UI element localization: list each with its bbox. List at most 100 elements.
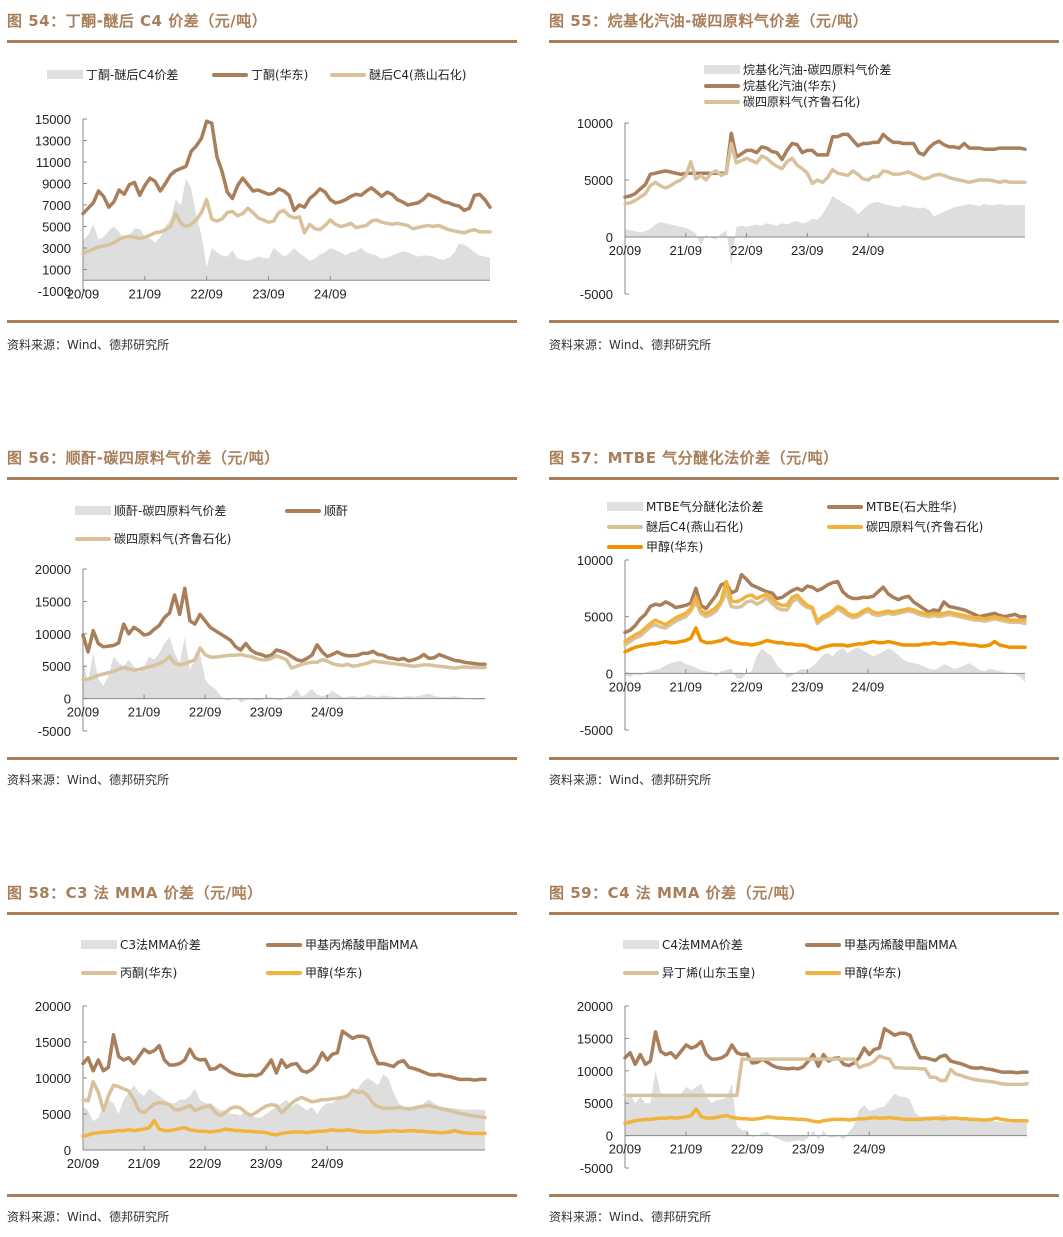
- legend-label: 顺酐-碳四原料气价差: [114, 504, 227, 518]
- figure-title: 图 59：C4 法 MMA 价差（元/吨）: [549, 884, 805, 902]
- legend-label: C3法MMA价差: [120, 938, 201, 952]
- x-tick-label: 20/09: [67, 705, 100, 720]
- series-area-0: [625, 196, 1025, 266]
- source-rule: [7, 757, 517, 760]
- y-tick-label: -5000: [580, 287, 613, 302]
- source-rule: [549, 757, 1059, 760]
- x-tick-label: 21/09: [129, 286, 162, 301]
- series-line-3: [623, 1107, 1029, 1126]
- x-tick-label: 22/09: [731, 1142, 764, 1157]
- y-tick-label: 20000: [35, 562, 71, 577]
- legend-label: 碳四原料气(齐鲁石化): [743, 95, 861, 109]
- legend-swatch: [607, 544, 643, 549]
- legend-item: 丙酮(华东): [81, 964, 177, 981]
- figure-title: 图 58：C3 法 MMA 价差（元/吨）: [7, 884, 263, 902]
- legend-label: C4法MMA价差: [662, 938, 743, 952]
- source-note: 资料来源：Wind、德邦研究所: [7, 1210, 170, 1224]
- y-tick-label: 15000: [577, 1031, 613, 1046]
- source-note: 资料来源：Wind、德邦研究所: [7, 773, 170, 787]
- legend-item: 醚后C4(燕山石化): [607, 518, 743, 535]
- y-tick-label: 13000: [35, 134, 71, 149]
- legend-label: 甲醇(华东): [844, 966, 902, 980]
- y-tick-label: -5000: [38, 724, 71, 739]
- x-tick-label: 24/09: [314, 286, 347, 301]
- x-tick-label: 22/09: [189, 1156, 222, 1171]
- chart-plot: 20000 15000 10000 5000 0 -5000 20/09 21/09 22/09…: [577, 999, 1029, 1176]
- y-tick-label: 5000: [584, 173, 613, 188]
- legend-label: 烷基化汽油(华东): [743, 79, 837, 93]
- x-tick-label: 22/09: [730, 243, 763, 258]
- legend-label: 烷基化汽油-碳四原料气价差: [743, 63, 892, 77]
- series-line-2: [81, 1079, 487, 1120]
- series-line-1: [623, 131, 1027, 199]
- figure-title: 图 56：顺酐-碳四原料气价差（元/吨）: [7, 449, 280, 467]
- series-line-1: [623, 1026, 1029, 1075]
- series-area-0: [83, 178, 490, 281]
- x-tick-label: 23/09: [250, 705, 283, 720]
- x-tick-label: 21/09: [669, 679, 702, 694]
- legend-label: MTBE(石大胜华): [866, 500, 957, 514]
- legend-label: 顺酐: [324, 504, 349, 518]
- legend-item: 甲醇(华东): [266, 964, 362, 981]
- y-tick-label: 5000: [42, 659, 71, 674]
- chart-plot: 15000 13000 11000 9000 7000 5000 3000 1000 -1000…: [35, 112, 492, 301]
- legend-item: C4法MMA价差: [623, 936, 743, 953]
- legend-item: 顺酐: [285, 502, 348, 519]
- x-tick-label: 22/09: [190, 286, 223, 301]
- y-tick-label: 10000: [35, 1071, 71, 1086]
- y-tick-label: 10000: [577, 116, 613, 131]
- legend-swatch: [827, 504, 863, 509]
- x-tick-label: 20/09: [67, 286, 100, 301]
- legend-item: 甲基丙烯酸甲酯MMA: [266, 936, 418, 953]
- legend-label: 丁酮-醚后C4价差: [86, 68, 179, 82]
- legend-label: 丙酮(华东): [120, 966, 178, 980]
- legend-item: 烷基化汽油-碳四原料气价差: [704, 61, 891, 78]
- legend-swatch: [704, 99, 740, 104]
- x-tick-label: 23/09: [792, 1142, 825, 1157]
- y-tick-label: -1000: [38, 284, 71, 299]
- legend-swatch: [81, 940, 117, 949]
- x-tick-label: 23/09: [791, 243, 824, 258]
- source-rule: [549, 320, 1059, 323]
- y-tick-label: -5000: [580, 723, 613, 738]
- y-tick-label: 0: [64, 1143, 71, 1158]
- legend-item: 碳四原料气(齐鲁石化): [704, 93, 860, 110]
- y-tick-label: 0: [64, 692, 71, 707]
- x-tick-label: 24/09: [852, 679, 885, 694]
- y-tick-label: 15000: [35, 1035, 71, 1050]
- x-tick-label: 21/09: [128, 705, 161, 720]
- legend-item: 碳四原料气(齐鲁石化): [75, 530, 231, 547]
- source-note: 资料来源：Wind、德邦研究所: [549, 773, 712, 787]
- legend-label: 丁酮(华东): [251, 68, 309, 82]
- source-rule: [7, 320, 517, 323]
- legend-swatch: [607, 524, 643, 529]
- x-tick-label: 20/09: [609, 1142, 642, 1157]
- source-note: 资料来源：Wind、德邦研究所: [549, 1210, 712, 1224]
- legend-item: 甲醇(华东): [805, 964, 901, 981]
- x-tick-label: 21/09: [670, 1142, 703, 1157]
- x-tick-label: 21/09: [669, 243, 702, 258]
- legend-label: 碳四原料气(齐鲁石化): [866, 520, 984, 534]
- series-area-0: [83, 637, 485, 703]
- legend-label: 甲醇(华东): [305, 966, 363, 980]
- series-line-1: [623, 572, 1027, 635]
- x-tick-label: 23/09: [252, 286, 285, 301]
- y-tick-label: 3000: [42, 241, 71, 256]
- source-note: 资料来源：Wind、德邦研究所: [549, 338, 712, 352]
- series-area-0: [625, 1070, 1027, 1143]
- legend-label: 甲醇(华东): [646, 540, 704, 554]
- legend-swatch: [704, 83, 740, 88]
- y-tick-label: 20000: [35, 999, 71, 1014]
- title-rule: [549, 40, 1059, 43]
- source-note: 资料来源：Wind、德邦研究所: [7, 338, 170, 352]
- legend-swatch: [266, 942, 302, 947]
- figure-title: 图 55：烷基化汽油-碳四原料气价差（元/吨）: [549, 12, 869, 30]
- y-tick-label: -5000: [580, 1161, 613, 1176]
- legend-item: 丁酮(华东): [212, 66, 308, 83]
- x-tick-label: 24/09: [311, 705, 344, 720]
- source-rule: [7, 1194, 517, 1197]
- legend-item: 碳四原料气(齐鲁石化): [827, 518, 983, 535]
- legend-item: MTBE气分醚化法价差: [607, 498, 764, 515]
- series-line-2: [623, 141, 1027, 206]
- series-line-4: [623, 626, 1027, 654]
